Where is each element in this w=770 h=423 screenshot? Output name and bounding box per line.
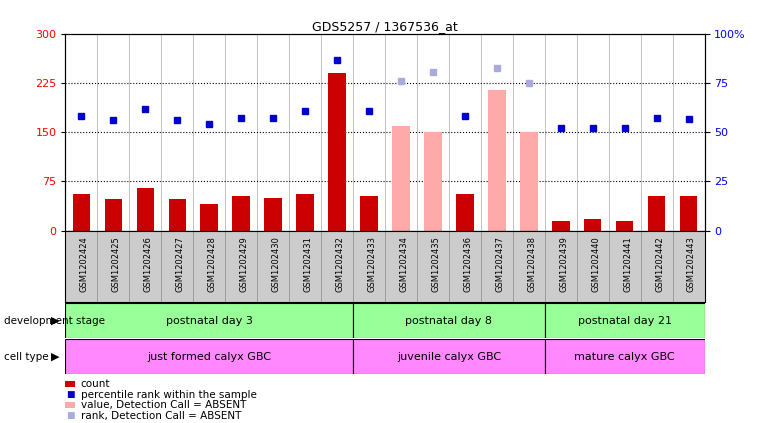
- Text: GSM1202435: GSM1202435: [431, 236, 440, 292]
- Text: GSM1202429: GSM1202429: [239, 236, 249, 292]
- Text: value, Detection Call = ABSENT: value, Detection Call = ABSENT: [81, 400, 246, 410]
- Bar: [136, 188, 154, 231]
- Bar: [424, 132, 442, 231]
- Bar: [328, 73, 346, 231]
- Text: ▶: ▶: [51, 316, 59, 326]
- Text: GSM1202428: GSM1202428: [208, 236, 216, 292]
- Bar: [520, 132, 537, 231]
- Text: GSM1202436: GSM1202436: [464, 236, 472, 292]
- Text: percentile rank within the sample: percentile rank within the sample: [81, 390, 256, 400]
- Title: GDS5257 / 1367536_at: GDS5257 / 1367536_at: [312, 20, 458, 33]
- Bar: [200, 204, 218, 231]
- Text: postnatal day 8: postnatal day 8: [406, 316, 492, 326]
- Text: development stage: development stage: [4, 316, 105, 326]
- Text: GSM1202425: GSM1202425: [112, 236, 121, 292]
- Text: GSM1202433: GSM1202433: [367, 236, 377, 292]
- Text: GSM1202438: GSM1202438: [527, 236, 536, 292]
- Bar: [360, 196, 378, 231]
- Bar: [353, 303, 545, 338]
- Bar: [488, 90, 506, 231]
- Text: GSM1202441: GSM1202441: [623, 236, 632, 292]
- Bar: [233, 196, 250, 231]
- Text: postnatal day 3: postnatal day 3: [166, 316, 253, 326]
- Bar: [296, 195, 314, 231]
- Text: rank, Detection Call = ABSENT: rank, Detection Call = ABSENT: [81, 411, 241, 421]
- Bar: [169, 199, 186, 231]
- Bar: [680, 196, 698, 231]
- Bar: [545, 303, 705, 338]
- Bar: [392, 126, 410, 231]
- Text: juvenile calyx GBC: juvenile calyx GBC: [397, 352, 501, 362]
- Bar: [65, 303, 353, 338]
- Bar: [648, 196, 665, 231]
- Text: ■: ■: [65, 390, 75, 399]
- Bar: [72, 195, 90, 231]
- Text: GSM1202439: GSM1202439: [559, 236, 568, 292]
- Text: GSM1202427: GSM1202427: [176, 236, 185, 292]
- Text: cell type: cell type: [4, 352, 49, 362]
- Bar: [456, 195, 474, 231]
- Text: GSM1202442: GSM1202442: [655, 236, 664, 292]
- Bar: [264, 198, 282, 231]
- Bar: [105, 199, 122, 231]
- Text: ■: ■: [65, 411, 75, 420]
- Text: GSM1202430: GSM1202430: [272, 236, 280, 292]
- Text: ▶: ▶: [51, 352, 59, 362]
- Bar: [65, 339, 353, 374]
- Text: just formed calyx GBC: just formed calyx GBC: [147, 352, 271, 362]
- Text: GSM1202443: GSM1202443: [687, 236, 696, 292]
- Bar: [545, 339, 705, 374]
- Text: GSM1202426: GSM1202426: [144, 236, 152, 292]
- Text: GSM1202434: GSM1202434: [400, 236, 408, 292]
- Text: GSM1202437: GSM1202437: [495, 236, 504, 292]
- Text: postnatal day 21: postnatal day 21: [578, 316, 671, 326]
- Bar: [552, 221, 570, 231]
- Text: mature calyx GBC: mature calyx GBC: [574, 352, 675, 362]
- Bar: [616, 221, 634, 231]
- Text: GSM1202432: GSM1202432: [336, 236, 344, 292]
- Text: GSM1202431: GSM1202431: [303, 236, 313, 292]
- Text: GSM1202424: GSM1202424: [80, 236, 89, 292]
- Bar: [353, 339, 545, 374]
- Text: GSM1202440: GSM1202440: [591, 236, 600, 292]
- Text: count: count: [81, 379, 110, 389]
- Bar: [584, 219, 601, 231]
